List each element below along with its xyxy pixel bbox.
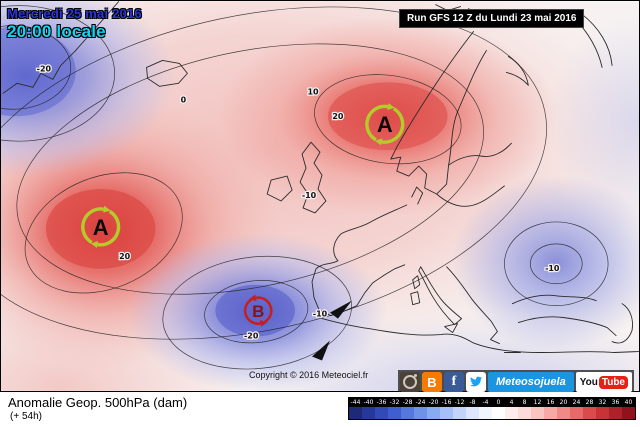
colorbar-swatch	[401, 407, 414, 419]
colorbar-swatch	[492, 407, 505, 419]
colorbar-swatch	[427, 407, 440, 419]
color-scale-labels: -44 -40 -36 -32 -28 -24 -20 -16 -12 -8 -4 0 4 8 12 16 20…	[349, 398, 635, 407]
colorbar-label: 24	[572, 399, 581, 406]
colorbar-swatch	[479, 407, 492, 419]
instagram-icon[interactable]	[400, 372, 420, 392]
colorbar-label: 28	[585, 399, 594, 406]
pressure-center-letter: A	[93, 215, 109, 240]
colorbar-label: 12	[533, 399, 542, 406]
colorbar-swatch	[362, 407, 375, 419]
colorbar-label: -8	[469, 399, 476, 406]
colorbar-swatch	[609, 407, 622, 419]
contour-label: -10	[545, 264, 560, 273]
contour-label: -20	[37, 64, 52, 73]
map-date: Mercredi 25 mai 2016	[7, 6, 142, 21]
colorbar-label: 32	[598, 399, 607, 406]
colorbar-swatch	[596, 407, 609, 419]
anomaly-color-scale: -44 -40 -36 -32 -28 -24 -20 -16 -12 -8 -4 0 4 8 12 16 20…	[348, 397, 636, 420]
pressure-center-letter: A	[377, 112, 393, 137]
color-scale-swatches	[349, 407, 635, 419]
youtube-you-label: You	[579, 376, 598, 388]
model-run-info: Run GFS 12 Z du Lundi 23 mai 2016	[399, 9, 585, 28]
contour-label: -10	[302, 191, 317, 200]
twitter-bird-icon	[470, 376, 483, 387]
forecast-lead-time: (+ 54h)	[10, 411, 42, 422]
colorbar-swatch	[557, 407, 570, 419]
colorbar-swatch	[583, 407, 596, 419]
colorbar-label: -4	[482, 399, 489, 406]
wind-arrow-icon	[329, 300, 352, 319]
colorbar-label: -16	[441, 399, 452, 406]
pressure-center-letter: B	[252, 302, 264, 321]
contour-label: 10	[307, 87, 319, 96]
contour-label: 0	[181, 95, 187, 104]
isoline-contours	[1, 5, 609, 370]
contour-label: -10	[313, 310, 328, 319]
colorbar-label: -36	[376, 399, 387, 406]
colorbar-swatch	[349, 407, 362, 419]
map-caption: Anomalie Geop. 500hPa (dam)	[8, 395, 188, 410]
colorbar-swatch	[375, 407, 388, 419]
twitter-icon[interactable]	[466, 372, 486, 392]
colorbar-label: 20	[559, 399, 568, 406]
colorbar-swatch	[453, 407, 466, 419]
contour-label: 20	[332, 112, 344, 121]
camera-lens-icon	[403, 375, 417, 389]
youtube-logo[interactable]: You Tube	[575, 372, 632, 392]
map-canvas: -20 0 10 20 20 -10 -20 -10 -10 A A B	[1, 1, 639, 391]
colorbar-swatch	[531, 407, 544, 419]
contour-labels: -20 0 10 20 20 -10 -20 -10 -10	[35, 63, 561, 342]
colorbar-swatch	[440, 407, 453, 419]
copyright-notice: Copyright © 2016 Meteociel.fr	[249, 370, 369, 380]
anticyclone-marker: A	[81, 205, 121, 249]
blogger-icon[interactable]: B	[422, 372, 442, 392]
depression-marker: B	[243, 294, 273, 327]
colorbar-label: -28	[402, 399, 413, 406]
colorbar-label: 40	[624, 399, 633, 406]
anticyclone-marker: A	[365, 103, 405, 146]
colorbar-label: 16	[546, 399, 555, 406]
flow-arrows	[312, 300, 352, 361]
contour-label: -20	[244, 332, 259, 341]
colorbar-label: 4	[509, 399, 514, 406]
colorbar-swatch	[544, 407, 557, 419]
wind-arrow-icon	[312, 340, 330, 361]
colorbar-swatch	[388, 407, 401, 419]
pressure-markers: A A B	[81, 103, 405, 327]
facebook-icon[interactable]: f	[444, 372, 464, 392]
map-local-time: 20:00 locale	[7, 22, 106, 41]
anomaly-map: -20 0 10 20 20 -10 -20 -10 -10 A A B Mercredi 25 m…	[0, 0, 640, 394]
colorbar-label: 8	[522, 399, 527, 406]
colorbar-label: -40	[363, 399, 374, 406]
meteosojuela-link[interactable]: Meteosojuela	[488, 372, 574, 392]
colorbar-label: 0	[496, 399, 501, 406]
social-links-bar: B f Meteosojuela You Tube	[398, 370, 634, 394]
colorbar-swatch	[505, 407, 518, 419]
colorbar-swatch	[414, 407, 427, 419]
colorbar-swatch	[622, 407, 635, 419]
colorbar-label: -24	[415, 399, 426, 406]
contour-label: 20	[119, 252, 131, 261]
colorbar-label: -32	[389, 399, 400, 406]
colorbar-label: -12	[454, 399, 465, 406]
colorbar-swatch	[570, 407, 583, 419]
colorbar-swatch	[518, 407, 531, 419]
colorbar-label: -44	[350, 399, 361, 406]
camera-flash-icon	[414, 374, 417, 377]
colorbar-swatch	[466, 407, 479, 419]
colorbar-label: 36	[611, 399, 620, 406]
colorbar-label: -20	[428, 399, 439, 406]
youtube-tube-label: Tube	[598, 375, 628, 389]
